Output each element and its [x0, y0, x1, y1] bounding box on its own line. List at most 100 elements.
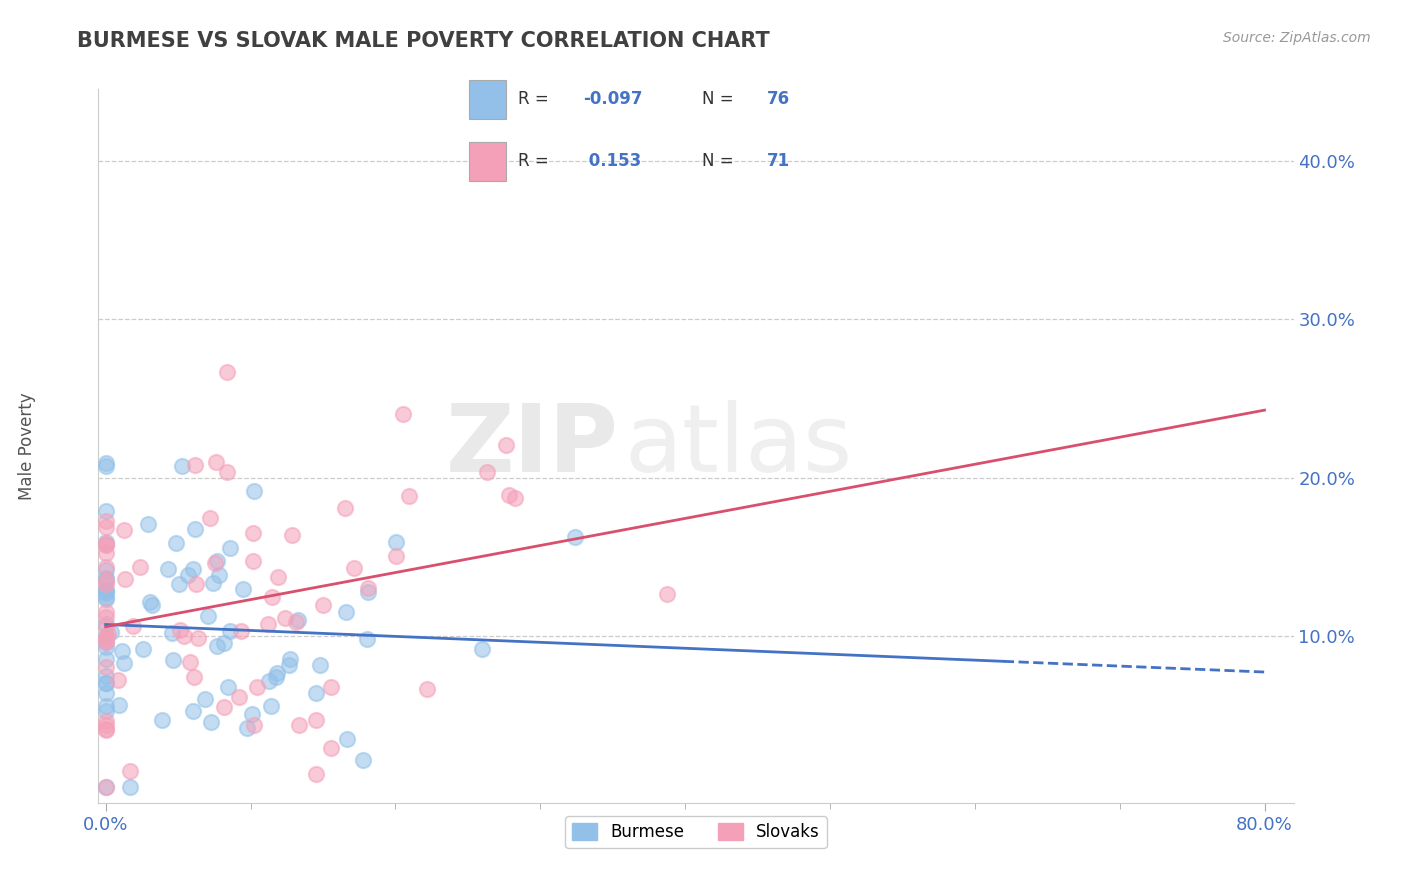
Burmese: [172, 458, 194, 473]
Slovaks: [392, 407, 415, 421]
Slovaks: [94, 560, 117, 574]
Burmese: [264, 670, 287, 684]
Burmese: [287, 613, 309, 627]
Slovaks: [97, 627, 120, 641]
Slovaks: [94, 630, 117, 644]
Burmese: [94, 456, 117, 470]
Slovaks: [357, 581, 380, 595]
Text: N =: N =: [702, 90, 733, 108]
Slovaks: [319, 741, 342, 756]
Slovaks: [205, 455, 228, 469]
Burmese: [471, 642, 494, 657]
Burmese: [356, 632, 378, 646]
Burmese: [200, 715, 222, 730]
Burmese: [94, 780, 117, 794]
Slovaks: [305, 713, 328, 727]
Burmese: [305, 686, 328, 700]
Slovaks: [94, 723, 117, 737]
Burmese: [181, 704, 204, 718]
Slovaks: [94, 780, 117, 794]
Burmese: [94, 629, 117, 643]
Burmese: [94, 584, 117, 599]
Burmese: [108, 698, 131, 713]
Burmese: [243, 483, 266, 498]
Slovaks: [122, 619, 145, 633]
Burmese: [219, 541, 242, 556]
Slovaks: [94, 537, 117, 551]
Slovaks: [242, 718, 264, 732]
Slovaks: [204, 556, 226, 570]
Burmese: [156, 562, 179, 576]
Slovaks: [94, 574, 117, 588]
Burmese: [181, 562, 204, 576]
Slovaks: [183, 670, 205, 684]
Slovaks: [94, 714, 117, 728]
Burmese: [94, 699, 117, 714]
Burmese: [150, 713, 173, 727]
Slovaks: [229, 624, 252, 638]
Text: ZIP: ZIP: [446, 400, 619, 492]
Text: 76: 76: [766, 90, 790, 108]
Slovaks: [242, 554, 264, 568]
Slovaks: [217, 365, 239, 379]
Burmese: [219, 624, 242, 638]
Burmese: [217, 680, 239, 694]
Slovaks: [94, 538, 117, 552]
Burmese: [165, 536, 187, 550]
Burmese: [277, 657, 299, 672]
Burmese: [94, 652, 117, 666]
Burmese: [139, 595, 162, 609]
Text: -0.097: -0.097: [583, 90, 643, 108]
Burmese: [280, 652, 302, 666]
Slovaks: [184, 577, 207, 591]
Burmese: [564, 530, 586, 544]
Burmese: [352, 753, 374, 767]
Burmese: [205, 554, 228, 568]
Burmese: [94, 582, 117, 597]
Burmese: [335, 605, 357, 619]
Burmese: [183, 522, 205, 536]
Slovaks: [94, 514, 117, 528]
Slovaks: [505, 491, 527, 505]
Slovaks: [107, 673, 129, 687]
Text: N =: N =: [702, 153, 733, 170]
Slovaks: [198, 511, 221, 525]
Burmese: [94, 504, 117, 518]
Slovaks: [179, 655, 201, 669]
Burmese: [120, 780, 142, 794]
Slovaks: [215, 465, 238, 479]
Burmese: [100, 624, 122, 639]
Slovaks: [94, 619, 117, 633]
Slovaks: [94, 722, 117, 736]
Slovaks: [187, 631, 209, 645]
Burmese: [260, 698, 283, 713]
Burmese: [232, 582, 254, 596]
Burmese: [94, 459, 117, 474]
Slovaks: [416, 681, 439, 696]
Burmese: [112, 656, 135, 670]
Burmese: [94, 571, 117, 585]
Burmese: [132, 642, 155, 657]
Slovaks: [94, 537, 117, 551]
Burmese: [94, 592, 117, 607]
Slovaks: [242, 526, 264, 541]
Burmese: [94, 686, 117, 700]
Slovaks: [312, 598, 335, 612]
Slovaks: [287, 718, 309, 732]
Burmese: [94, 676, 117, 690]
Slovaks: [94, 717, 117, 731]
Burmese: [240, 706, 263, 721]
Burmese: [94, 535, 117, 549]
Burmese: [94, 617, 117, 632]
Burmese: [208, 568, 231, 582]
Text: 71: 71: [766, 153, 790, 170]
Slovaks: [112, 523, 135, 537]
Slovaks: [94, 610, 117, 624]
Burmese: [141, 598, 163, 612]
Slovaks: [274, 611, 297, 625]
Slovaks: [173, 629, 195, 643]
Bar: [470, 142, 506, 181]
Slovaks: [120, 764, 142, 779]
Burmese: [194, 692, 217, 706]
Burmese: [94, 675, 117, 690]
